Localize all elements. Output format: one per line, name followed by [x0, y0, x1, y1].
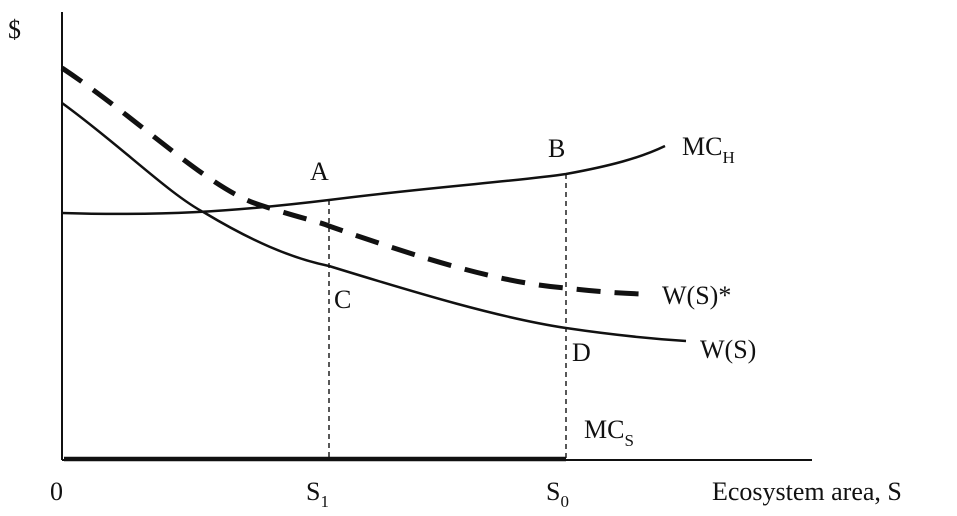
point-c-label: C: [334, 285, 351, 314]
ws-curve: [61, 101, 687, 343]
origin-label: 0: [50, 477, 63, 506]
mch-label: MCH: [682, 132, 735, 167]
ws-star-curve: [60, 65, 651, 297]
point-b-label: B: [548, 134, 565, 163]
x-axis-label: Ecosystem area, S: [712, 477, 902, 506]
mcs-label: MCS: [584, 415, 634, 450]
ws-label: W(S): [700, 335, 756, 364]
ws-star-label: W(S)*: [662, 281, 731, 310]
point-a-label: A: [310, 157, 329, 186]
s0-label: S0: [546, 477, 569, 511]
point-d-label: D: [572, 338, 591, 367]
s1-label: S1: [306, 477, 329, 511]
y-axis-label: $: [8, 15, 21, 44]
mch-curve: [61, 144, 666, 216]
